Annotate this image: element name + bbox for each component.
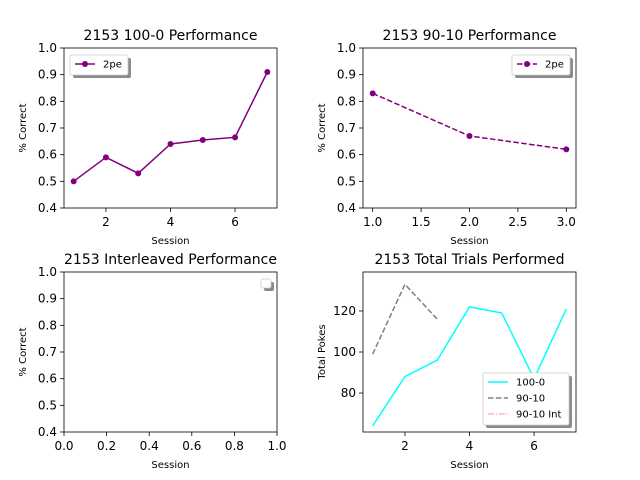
subplot-2: 2153 90-10 Performance Session % Correct 1.… xyxy=(317,28,577,247)
x-tick-label: 4 xyxy=(167,215,175,229)
series-line-2 xyxy=(371,282,438,355)
y-tick-label: 0.8 xyxy=(38,94,57,108)
legend-marker xyxy=(82,61,88,67)
y-tick-label: 100 xyxy=(333,345,356,359)
legend-box xyxy=(482,372,570,426)
x-tick-label: 0.2 xyxy=(97,439,116,453)
y-tick-label: 1.0 xyxy=(38,41,57,55)
data-point xyxy=(70,178,77,185)
axes-frame xyxy=(362,47,577,209)
y-tick-label: 0.9 xyxy=(38,292,57,306)
y-tick-label: 0.4 xyxy=(337,201,356,215)
y-tick-label: 0.8 xyxy=(337,94,356,108)
x-tick-label: 0.0 xyxy=(54,439,73,453)
y-tick-label: 0.7 xyxy=(337,121,356,135)
y-tick-label: 0.8 xyxy=(38,318,57,332)
legend-label: 90-10 Int xyxy=(516,410,562,421)
legend: 100-0 90-10 90-10 Int xyxy=(482,372,572,428)
series-line-1 xyxy=(73,71,268,182)
y-tick-label: 0.9 xyxy=(337,68,356,82)
y-tick-label: 80 xyxy=(341,386,356,400)
y-tick-label: 1.0 xyxy=(337,41,356,55)
y-axis-label: % Correct xyxy=(317,103,328,152)
x-tick-label: 6 xyxy=(530,439,538,453)
x-tick-label: 1.5 xyxy=(412,215,431,229)
data-point xyxy=(199,137,206,143)
axes-frame xyxy=(63,47,278,209)
series-line-1 xyxy=(372,92,567,151)
y-tick-label: 0.5 xyxy=(337,174,356,188)
x-tick-label: 0.6 xyxy=(182,439,201,453)
subplot-4: 2153 Total Trials Performed Session Total … xyxy=(317,252,577,471)
data-point xyxy=(369,90,376,97)
x-tick-label: 6 xyxy=(231,215,239,229)
x-tick-label: 2 xyxy=(102,215,110,229)
chart-title: 2153 Interleaved Performance xyxy=(64,252,277,268)
x-axis-label: Session xyxy=(151,236,189,247)
legend-box xyxy=(69,54,129,76)
x-tick-label: 4 xyxy=(466,439,474,453)
subplot-1: 2153 100-0 Performance Session % Correct 2 4… xyxy=(18,28,278,247)
chart-title: 2153 Total Trials Performed xyxy=(374,252,564,268)
x-axis-label: Session xyxy=(450,236,488,247)
y-tick-label: 0.5 xyxy=(38,398,57,412)
y-tick-label: 0.6 xyxy=(38,148,57,162)
y-tick-label: 0.5 xyxy=(38,174,57,188)
data-point xyxy=(232,134,239,141)
legend-box xyxy=(511,54,571,76)
x-tick-label: 0.4 xyxy=(140,439,159,453)
y-tick-label: 0.9 xyxy=(38,68,57,82)
y-tick-label: 0.7 xyxy=(38,345,57,359)
legend-box xyxy=(260,278,272,289)
y-tick-label: 1.0 xyxy=(38,265,57,279)
x-tick-label: 1.0 xyxy=(363,215,382,229)
legend-label: 90-10 xyxy=(516,394,545,405)
y-axis-label: Total Pokes xyxy=(317,324,328,380)
x-tick-label: 2.5 xyxy=(508,215,527,229)
y-axis-label: % Correct xyxy=(18,103,29,152)
x-tick-label: 3.0 xyxy=(557,215,576,229)
legend-label: 100-0 xyxy=(516,378,545,389)
data-point xyxy=(264,69,271,75)
x-tick-label: 2.0 xyxy=(460,215,479,229)
chart-title: 2153 100-0 Performance xyxy=(84,28,258,44)
y-tick-label: 120 xyxy=(333,304,356,318)
x-tick-label: 0.8 xyxy=(225,439,244,453)
axes-frame xyxy=(362,271,577,433)
x-tick-label: 2 xyxy=(401,439,409,453)
y-tick-label: 0.4 xyxy=(38,201,57,215)
legend-marker xyxy=(524,61,530,67)
data-point xyxy=(102,154,109,161)
x-tick-label: 1.0 xyxy=(267,439,286,453)
chart-title: 2153 90-10 Performance xyxy=(383,28,557,44)
axes-frame xyxy=(63,271,278,433)
legend: 2pe xyxy=(511,54,573,78)
data-point xyxy=(135,170,142,177)
x-axis-label: Session xyxy=(151,460,189,471)
subplot-3: 2153 Interleaved Performance Session % Cor… xyxy=(18,252,287,471)
x-axis-label: Session xyxy=(450,460,488,471)
legend: 2pe xyxy=(69,54,131,78)
y-tick-label: 0.6 xyxy=(38,372,57,386)
data-point xyxy=(563,146,570,153)
data-point xyxy=(466,133,473,139)
y-tick-label: 0.6 xyxy=(337,148,356,162)
legend-label: 2pe xyxy=(545,60,564,71)
y-tick-label: 0.7 xyxy=(38,121,57,135)
legend-label: 2pe xyxy=(103,60,122,71)
y-axis-label: % Correct xyxy=(18,327,29,376)
y-tick-label: 0.4 xyxy=(38,425,57,439)
data-point xyxy=(167,141,174,147)
legend xyxy=(260,278,274,291)
